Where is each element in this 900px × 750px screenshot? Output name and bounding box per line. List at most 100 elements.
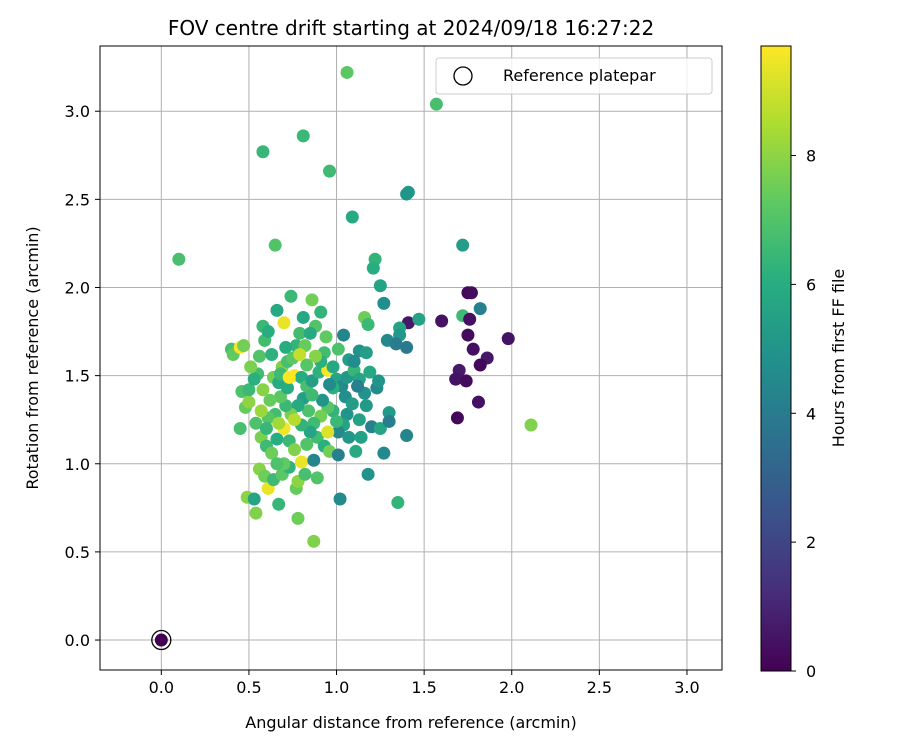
colorbar-tick-label: 8 — [806, 147, 816, 166]
data-point — [352, 413, 366, 427]
data-point — [247, 492, 261, 506]
x-tick-label: 3.0 — [674, 678, 699, 697]
data-point — [400, 187, 414, 201]
data-point — [316, 393, 330, 407]
data-point — [249, 506, 263, 520]
data-point — [524, 418, 538, 432]
data-point — [359, 346, 373, 360]
colorbar-ticks: 0 2 4 6 8 — [791, 147, 816, 681]
data-point — [172, 252, 186, 266]
data-point — [291, 399, 305, 413]
colorbar: 0 2 4 6 8 Hours from first FF file — [760, 45, 848, 681]
data-point — [321, 425, 335, 439]
data-point — [287, 443, 301, 457]
legend-box — [435, 57, 713, 95]
data-point — [461, 328, 475, 342]
data-point — [310, 471, 324, 485]
data-point — [244, 360, 258, 374]
data-point — [300, 358, 314, 372]
data-point — [361, 318, 375, 332]
y-tick-label: 0.0 — [65, 631, 90, 650]
data-point — [259, 422, 273, 436]
chart-title: FOV centre drift starting at 2024/09/18 … — [168, 16, 654, 40]
x-tick-label: 2.0 — [499, 678, 524, 697]
data-point — [254, 404, 268, 418]
data-point — [293, 347, 307, 361]
data-point — [429, 97, 443, 111]
data-point — [366, 261, 380, 275]
data-point — [377, 296, 391, 310]
data-point — [471, 395, 485, 409]
data-point — [273, 390, 287, 404]
y-tick-label: 2.5 — [65, 190, 90, 209]
data-point — [363, 365, 377, 379]
y-axis-ticks: 0.0 0.5 1.0 1.5 2.0 2.5 3.0 — [65, 102, 100, 650]
data-point — [345, 210, 359, 224]
reference-point-fill — [154, 633, 168, 647]
data-point — [242, 395, 256, 409]
data-point — [361, 467, 375, 481]
data-point — [265, 347, 279, 361]
data-point — [298, 467, 312, 481]
data-point — [270, 457, 284, 471]
data-point — [340, 407, 354, 421]
data-point — [391, 496, 405, 510]
data-point — [296, 310, 310, 324]
data-point — [340, 65, 354, 79]
reference-point-group — [151, 629, 172, 651]
y-tick-label: 3.0 — [65, 102, 90, 121]
data-point — [282, 370, 296, 384]
data-point — [400, 340, 414, 354]
data-point — [331, 425, 345, 439]
data-point — [333, 492, 347, 506]
data-point — [450, 411, 464, 425]
data-point — [277, 316, 291, 330]
data-point — [449, 372, 463, 386]
data-point — [377, 446, 391, 460]
data-point — [294, 455, 308, 469]
data-point — [412, 312, 426, 326]
data-point — [473, 302, 487, 316]
reference-point-marker — [151, 629, 172, 651]
data-point — [284, 289, 298, 303]
x-tick-label: 1.0 — [324, 678, 349, 697]
y-tick-label: 1.0 — [65, 455, 90, 474]
data-point — [456, 238, 470, 252]
data-point — [323, 164, 337, 178]
data-point — [263, 393, 277, 407]
data-point — [354, 430, 368, 444]
colorbar-tick-label: 0 — [806, 662, 816, 681]
data-point — [473, 358, 487, 372]
data-point — [373, 422, 387, 436]
data-point — [435, 314, 449, 328]
data-point — [242, 383, 256, 397]
data-point — [270, 303, 284, 317]
data-point — [342, 430, 356, 444]
data-point — [459, 374, 473, 388]
data-point — [382, 414, 396, 428]
data-point — [326, 360, 340, 374]
x-axis-ticks: 0.0 0.5 1.0 1.5 2.0 2.5 3.0 — [149, 670, 700, 697]
data-point — [309, 349, 323, 363]
x-axis-label: Angular distance from reference (arcmin) — [245, 713, 576, 732]
x-tick-label: 2.5 — [587, 678, 612, 697]
data-point — [256, 383, 270, 397]
y-axis-label: Rotation from reference (arcmin) — [23, 226, 42, 489]
data-point — [302, 404, 316, 418]
data-point — [300, 437, 314, 451]
y-tick-label: 1.5 — [65, 367, 90, 386]
data-point — [464, 286, 478, 300]
colorbar-tick-label: 2 — [806, 533, 816, 552]
data-point — [272, 497, 286, 511]
y-tick-label: 0.5 — [65, 543, 90, 562]
x-tick-label: 0.0 — [149, 678, 174, 697]
data-point — [296, 129, 310, 143]
data-point — [347, 355, 361, 369]
data-point — [319, 330, 333, 344]
legend-marker-reference — [453, 66, 473, 86]
data-point — [305, 293, 319, 307]
data-point — [314, 305, 328, 319]
data-point — [331, 448, 345, 462]
data-point — [270, 432, 284, 446]
